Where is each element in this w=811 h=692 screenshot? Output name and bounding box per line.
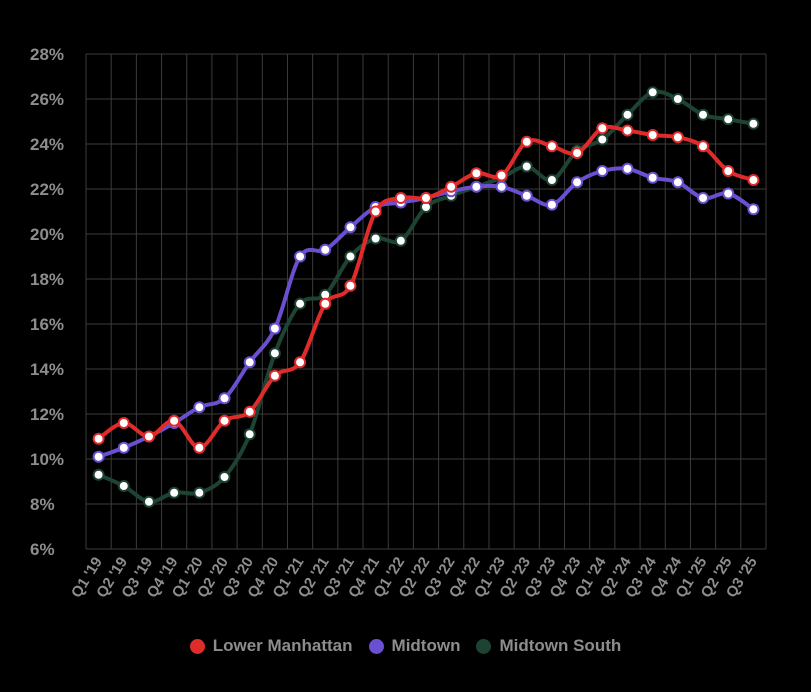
data-point-midtown-south[interactable] [268, 347, 281, 360]
y-tick-label: 6% [30, 540, 55, 559]
data-point-lower-manhattan[interactable] [545, 140, 558, 153]
series-layer [92, 86, 760, 508]
data-point-midtown[interactable] [621, 162, 634, 175]
legend-swatch-midtown [368, 638, 384, 654]
data-point-lower-manhattan[interactable] [369, 205, 382, 218]
data-point-midtown-south[interactable] [671, 93, 684, 105]
data-point-midtown-south[interactable] [646, 86, 659, 99]
data-point-lower-manhattan[interactable] [92, 432, 105, 445]
data-point-midtown-south[interactable] [394, 234, 407, 247]
y-tick-label: 26% [30, 90, 64, 109]
data-point-midtown[interactable] [218, 392, 231, 405]
data-point-lower-manhattan[interactable] [596, 122, 609, 135]
data-point-lower-manhattan[interactable] [319, 297, 332, 310]
y-tick-label: 14% [30, 360, 64, 379]
data-point-lower-manhattan[interactable] [646, 129, 659, 141]
data-point-midtown-south[interactable] [193, 486, 206, 499]
data-point-midtown-south[interactable] [621, 108, 634, 121]
data-point-midtown-south[interactable] [142, 495, 155, 508]
data-point-lower-manhattan[interactable] [268, 369, 281, 382]
data-point-midtown-south[interactable] [722, 113, 735, 126]
data-point-midtown[interactable] [722, 187, 735, 200]
data-point-midtown-south[interactable] [117, 480, 130, 492]
data-point-midtown[interactable] [520, 189, 533, 202]
data-point-midtown-south[interactable] [92, 468, 105, 481]
legend-item-lower-manhattan[interactable]: Lower Manhattan [189, 636, 353, 656]
y-axis-ticks: 6% 8% 10% 12% 14% 16% 18% 20% 22% 24% 26% 28% [30, 45, 64, 559]
y-tick-label: 20% [30, 225, 64, 244]
data-point-lower-manhattan[interactable] [117, 417, 130, 429]
legend-swatch-midtown-south [476, 638, 492, 654]
data-point-midtown[interactable] [495, 180, 508, 193]
legend-label: Lower Manhattan [212, 636, 353, 655]
data-point-midtown-south[interactable] [344, 250, 357, 263]
data-point-lower-manhattan[interactable] [294, 356, 307, 369]
data-point-midtown-south[interactable] [520, 160, 533, 173]
legend-label: Midtown [391, 636, 461, 655]
data-point-lower-manhattan[interactable] [142, 430, 155, 443]
y-tick-label: 22% [30, 180, 64, 199]
data-point-midtown[interactable] [243, 356, 256, 369]
data-point-midtown[interactable] [470, 180, 483, 193]
data-point-midtown-south[interactable] [697, 108, 710, 121]
y-tick-label: 12% [30, 405, 64, 424]
data-point-midtown[interactable] [344, 221, 357, 234]
data-point-lower-manhattan[interactable] [495, 169, 508, 182]
data-point-lower-manhattan[interactable] [420, 192, 432, 204]
data-point-midtown[interactable] [193, 401, 206, 414]
data-point-midtown[interactable] [268, 322, 281, 335]
data-point-lower-manhattan[interactable] [218, 414, 231, 427]
data-point-midtown[interactable] [294, 250, 307, 263]
data-point-midtown[interactable] [646, 171, 659, 184]
data-point-lower-manhattan[interactable] [697, 140, 710, 153]
y-tick-label: 10% [30, 450, 64, 469]
data-point-midtown[interactable] [545, 198, 558, 211]
data-point-midtown-south[interactable] [218, 471, 231, 483]
grid-lines [85, 53, 767, 550]
data-point-lower-manhattan[interactable] [193, 441, 206, 454]
data-point-lower-manhattan[interactable] [621, 124, 634, 137]
legend-item-midtown[interactable]: Midtown [368, 636, 461, 656]
y-tick-label: 16% [30, 315, 64, 334]
data-point-midtown[interactable] [319, 243, 332, 256]
data-point-midtown-south[interactable] [596, 133, 609, 146]
y-tick-label: 24% [30, 135, 64, 154]
y-tick-label: 28% [30, 45, 64, 64]
data-point-midtown-south[interactable] [294, 297, 307, 310]
data-point-lower-manhattan[interactable] [344, 279, 357, 292]
data-point-lower-manhattan[interactable] [243, 405, 256, 418]
data-point-midtown[interactable] [747, 203, 760, 216]
legend: Lower Manhattan Midtown Midtown South [0, 636, 811, 656]
data-point-midtown-south[interactable] [243, 428, 256, 441]
legend-item-midtown-south[interactable]: Midtown South [476, 636, 621, 656]
data-point-midtown[interactable] [697, 192, 710, 204]
y-tick-label: 8% [30, 495, 55, 514]
data-point-midtown-south[interactable] [545, 174, 558, 186]
data-point-lower-manhattan[interactable] [671, 131, 684, 144]
data-point-midtown-south[interactable] [168, 486, 181, 499]
data-point-midtown-south[interactable] [369, 232, 382, 245]
data-point-midtown[interactable] [92, 450, 105, 463]
data-point-lower-manhattan[interactable] [747, 174, 760, 186]
data-point-midtown[interactable] [117, 441, 130, 454]
y-tick-label: 18% [30, 270, 64, 289]
data-point-lower-manhattan[interactable] [722, 165, 735, 177]
data-point-midtown[interactable] [671, 176, 684, 189]
data-point-lower-manhattan[interactable] [470, 167, 483, 180]
data-point-lower-manhattan[interactable] [394, 192, 407, 204]
data-point-midtown[interactable] [571, 176, 584, 189]
data-point-midtown[interactable] [596, 165, 609, 177]
legend-label: Midtown South [499, 636, 622, 655]
series-line-midtown-south [96, 89, 756, 504]
data-point-lower-manhattan[interactable] [445, 180, 458, 193]
data-point-lower-manhattan[interactable] [520, 135, 533, 148]
legend-swatch-lower-manhattan [189, 638, 205, 654]
data-point-midtown-south[interactable] [747, 117, 760, 130]
data-point-lower-manhattan[interactable] [168, 414, 181, 427]
data-point-lower-manhattan[interactable] [571, 147, 584, 159]
